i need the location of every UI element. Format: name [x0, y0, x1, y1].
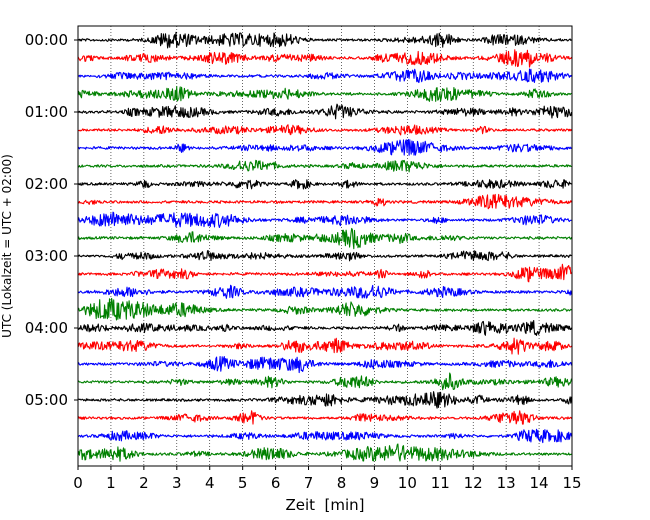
trace-0345 — [77, 297, 572, 321]
trace-0545 — [77, 443, 572, 462]
y-tick-label: 02:00 — [25, 175, 68, 193]
y-tick-label: 05:00 — [25, 391, 68, 409]
trace-0500 — [77, 391, 573, 409]
x-axis-ticks: 0 1 2 3 4 5 6 7 8 9 10 11 12 13 14 15 — [73, 466, 582, 492]
trace-0515 — [77, 410, 572, 425]
x-tick-label: 0 — [73, 474, 83, 492]
trace-0415 — [77, 337, 572, 355]
x-tick-label: 7 — [304, 474, 314, 492]
y-tick-label: 03:00 — [25, 247, 68, 265]
trace-0315 — [77, 263, 572, 283]
x-tick-label: 6 — [271, 474, 281, 492]
y-axis-ticks: 00:00 01:00 02:00 03:00 04:00 05:00 — [25, 31, 78, 409]
x-tick-label: 10 — [398, 474, 417, 492]
x-tick-label: 1 — [106, 474, 116, 492]
trace-0215 — [77, 193, 573, 210]
trace-0115 — [77, 124, 572, 136]
x-tick-label: 4 — [205, 474, 215, 492]
trace-0330 — [77, 284, 573, 299]
x-tick-label: 11 — [431, 474, 450, 492]
trace-0145 — [77, 159, 572, 173]
x-tick-label: 3 — [172, 474, 182, 492]
x-axis-label: Zeit [min] — [285, 496, 364, 514]
trace-0100 — [77, 103, 573, 120]
plot-area — [78, 26, 572, 466]
x-tick-label: 15 — [562, 474, 581, 492]
x-tick-label: 5 — [238, 474, 248, 492]
trace-0530 — [77, 428, 573, 444]
y-axis-label: UTC (Lokalzeit = UTC + 02:00) — [0, 154, 14, 338]
x-tick-label: 13 — [497, 474, 516, 492]
trace-0200 — [77, 179, 572, 190]
plot-frame — [77, 25, 573, 467]
trace-0015 — [77, 49, 572, 68]
trace-0130 — [77, 138, 572, 156]
trace-0300 — [77, 250, 572, 262]
trace-0030 — [77, 68, 572, 84]
trace-0245 — [77, 227, 573, 250]
x-tick-label: 14 — [530, 474, 549, 492]
seismic-traces — [77, 31, 573, 462]
trace-0430 — [77, 356, 573, 374]
x-tick-label: 2 — [139, 474, 149, 492]
y-tick-label: 04:00 — [25, 319, 68, 337]
y-tick-label: 01:00 — [25, 103, 68, 121]
trace-0445 — [77, 372, 573, 391]
x-tick-label: 8 — [337, 474, 347, 492]
trace-0045 — [77, 85, 572, 102]
y-tick-label: 00:00 — [25, 31, 68, 49]
trace-0000 — [77, 31, 572, 49]
trace-0400 — [77, 319, 573, 336]
x-tick-label: 9 — [370, 474, 380, 492]
x-tick-label: 12 — [464, 474, 483, 492]
trace-0230 — [77, 211, 572, 228]
